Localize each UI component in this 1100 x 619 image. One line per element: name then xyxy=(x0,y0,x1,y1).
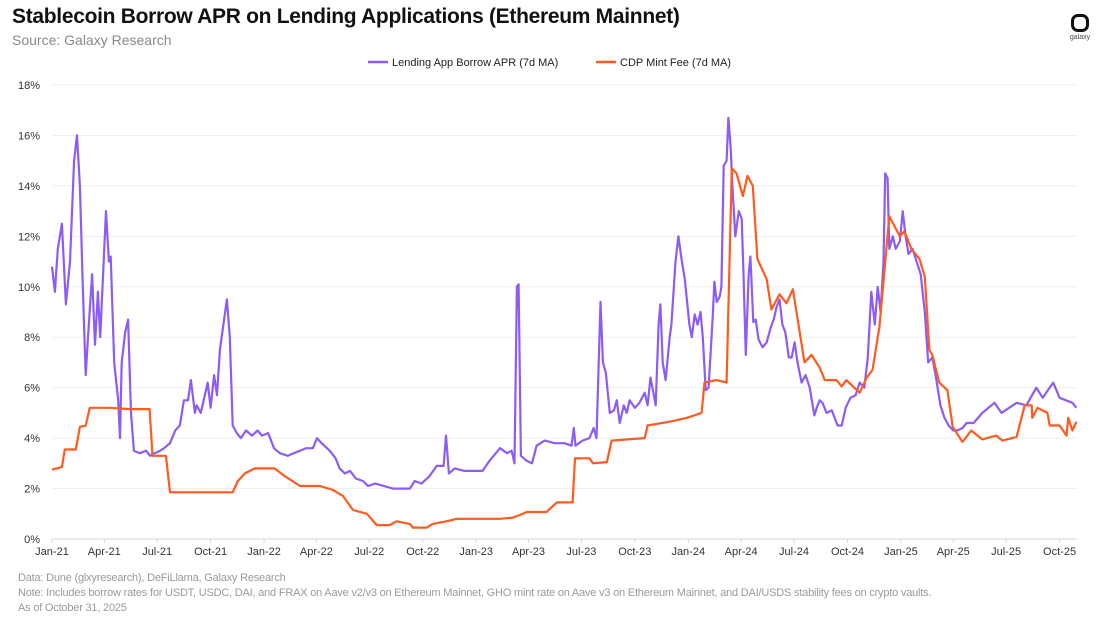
series-lines xyxy=(50,116,1078,529)
x-tick-label: Oct-21 xyxy=(194,546,227,558)
x-axis-ticks: Jan-21 Apr-21 Jul-21 Oct-21 Jan-22 Apr-22 Jul-… xyxy=(35,539,1076,558)
x-tick-label: Jan-24 xyxy=(671,546,705,558)
chart-title: Stablecoin Borrow APR on Lending Applica… xyxy=(12,5,680,28)
galaxy-logo-text: galaxy xyxy=(1069,34,1091,41)
y-tick-label: 16% xyxy=(18,130,40,142)
x-tick-label: Apr-24 xyxy=(725,546,758,558)
x-tick-label: Jan-25 xyxy=(884,546,918,558)
y-tick-label: 8% xyxy=(24,332,40,344)
x-tick-label: Apr-22 xyxy=(300,546,333,558)
series-line-cdp-mint-fee xyxy=(51,167,1078,529)
y-tick-label: 0% xyxy=(24,534,40,546)
x-tick-label: Oct-24 xyxy=(831,546,864,558)
y-tick-label: 6% xyxy=(24,383,40,395)
data-source-note: Data: Dune (glxyresearch), DeFiLlama, Ga… xyxy=(18,572,286,584)
galaxy-logo-icon xyxy=(1071,14,1089,32)
y-tick-label: 14% xyxy=(18,181,40,193)
y-tick-label: 12% xyxy=(18,231,40,243)
x-tick-label: Jan-23 xyxy=(459,546,493,558)
y-tick-label: 10% xyxy=(18,282,40,294)
x-tick-label: Jul-25 xyxy=(991,546,1021,558)
x-tick-label: Oct-25 xyxy=(1043,546,1076,558)
legend-label: Lending App Borrow APR (7d MA) xyxy=(392,57,558,69)
x-tick-label: Jul-23 xyxy=(566,546,596,558)
x-tick-label: Apr-21 xyxy=(88,546,121,558)
x-tick-label: Jan-21 xyxy=(35,546,69,558)
x-tick-label: Jul-21 xyxy=(142,546,172,558)
galaxy-logo: galaxy xyxy=(1063,14,1097,41)
x-tick-label: Oct-23 xyxy=(618,546,651,558)
chart-subtitle: Source: Galaxy Research xyxy=(12,32,172,48)
y-tick-label: 4% xyxy=(24,433,40,445)
y-axis-ticks: 0% 2% 4% 6% 8% 10% 12% 14% 16% 18% xyxy=(18,80,40,546)
x-tick-label: Jul-24 xyxy=(779,546,809,558)
y-tick-label: 18% xyxy=(18,80,40,92)
legend-label: CDP Mint Fee (7d MA) xyxy=(620,57,731,69)
as-of-date: As of October 31, 2025 xyxy=(18,602,127,614)
x-tick-label: Jul-22 xyxy=(354,546,384,558)
x-tick-label: Oct-22 xyxy=(406,546,439,558)
x-tick-label: Apr-25 xyxy=(937,546,970,558)
legend: Lending App Borrow APR (7d MA) CDP Mint F… xyxy=(368,57,731,69)
methodology-note: Note: Includes borrow rates for USDT, US… xyxy=(18,587,932,599)
x-tick-label: Apr-23 xyxy=(512,546,545,558)
gridlines xyxy=(52,84,1077,540)
chart-footer: Data: Dune (glxyresearch), DeFiLlama, Ga… xyxy=(18,571,932,616)
series-line-lending-app-borrow-apr xyxy=(50,116,1078,490)
x-tick-label: Jan-22 xyxy=(247,546,281,558)
y-tick-label: 2% xyxy=(24,484,40,496)
